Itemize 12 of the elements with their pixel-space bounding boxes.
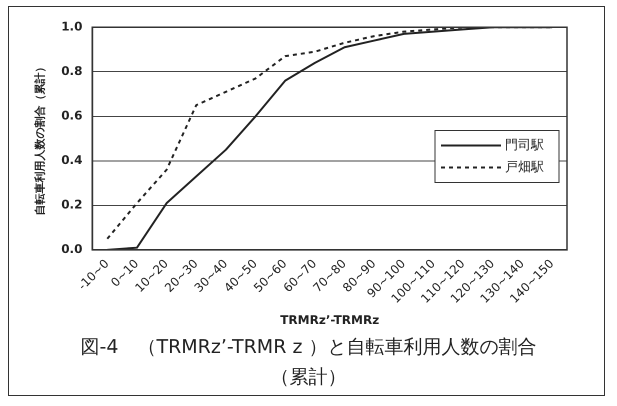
y-tick-label: 0.6	[61, 108, 82, 122]
text: （累計）	[270, 365, 348, 390]
y-tick-label: 0.8	[61, 64, 82, 78]
legend-label: 戸畑駅	[505, 160, 544, 175]
y-tick-label: 0.4	[61, 152, 82, 167]
y-tick-label: 1.0	[61, 19, 82, 34]
y-axis-title: 自転車利用人数の割合（累計）	[33, 62, 46, 216]
y-tick-label: 0.2	[61, 198, 82, 212]
legend-label: 門司駅	[505, 138, 544, 153]
y-tick-label: 0.0	[61, 242, 82, 256]
x-axis-title: TRMRz’-TRMRz	[280, 312, 380, 327]
text: 図-4 （TRMRz’-TRMR z ）と自転車利用人数の割合	[80, 335, 538, 360]
